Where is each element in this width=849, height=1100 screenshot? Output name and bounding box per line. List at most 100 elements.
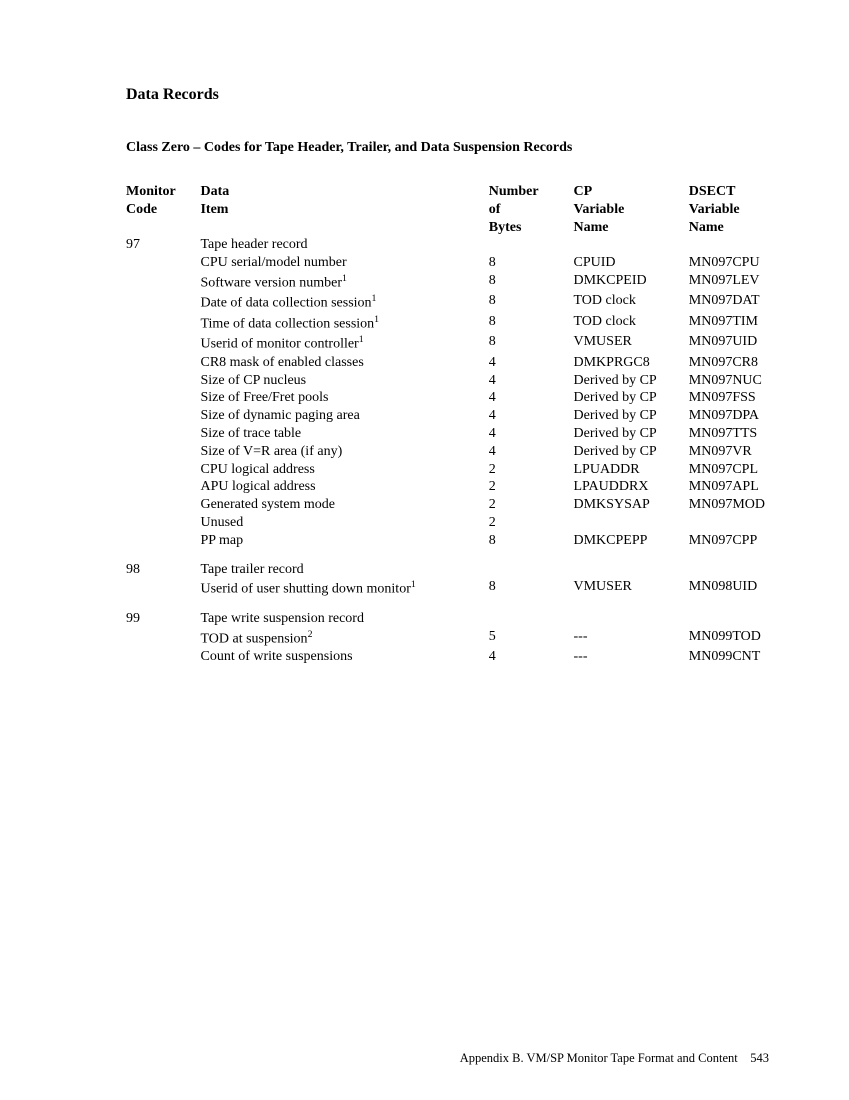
cell-dsect-variable: MN099CNT	[689, 649, 769, 667]
table-row: Unused2	[126, 515, 769, 533]
cell-bytes: 4	[489, 355, 574, 373]
table-row: Date of data collection session18TOD clo…	[126, 293, 769, 313]
cell-monitor-code	[126, 479, 200, 497]
cell-monitor-code	[126, 390, 200, 408]
cell-data-item: Tape trailer record	[200, 562, 488, 580]
subsection-title: Class Zero – Codes for Tape Header, Trai…	[126, 140, 769, 156]
cell-data-item: Userid of user shutting down monitor1	[200, 579, 488, 599]
cell-monitor-code: 97	[126, 237, 200, 255]
group-gap	[126, 600, 769, 611]
cell-bytes: 8	[489, 255, 574, 273]
cell-data-item: Generated system mode	[200, 497, 488, 515]
page-footer: Appendix B. VM/SP Monitor Tape Format an…	[460, 1051, 769, 1066]
cell-bytes	[489, 237, 574, 255]
cell-bytes: 2	[489, 462, 574, 480]
cell-bytes	[489, 611, 574, 629]
cell-dsect-variable: MN097FSS	[689, 390, 769, 408]
cell-data-item: Software version number1	[200, 273, 488, 293]
cell-monitor-code	[126, 334, 200, 354]
cell-bytes: 4	[489, 649, 574, 667]
table-row: TOD at suspension25---MN099TOD	[126, 629, 769, 649]
cell-data-item: Userid of monitor controller1	[200, 334, 488, 354]
cell-data-item: Size of Free/Fret pools	[200, 390, 488, 408]
cell-bytes: 4	[489, 408, 574, 426]
table-row: Size of V=R area (if any)4Derived by CPM…	[126, 444, 769, 462]
cell-monitor-code	[126, 373, 200, 391]
cell-dsect-variable: MN097NUC	[689, 373, 769, 391]
cell-monitor-code	[126, 497, 200, 515]
cell-data-item: Size of dynamic paging area	[200, 408, 488, 426]
cell-monitor-code	[126, 426, 200, 444]
cell-dsect-variable: MN099TOD	[689, 629, 769, 649]
cell-dsect-variable	[689, 237, 769, 255]
table-header-row: BytesNameName	[126, 220, 769, 238]
cell-monitor-code	[126, 579, 200, 599]
table-row: Size of trace table4Derived by CPMN097TT…	[126, 426, 769, 444]
cell-data-item: Size of CP nucleus	[200, 373, 488, 391]
cell-monitor-code: 98	[126, 562, 200, 580]
cell-monitor-code	[126, 649, 200, 667]
cell-cp-variable: DMKCPEID	[574, 273, 689, 293]
cell-data-item: Count of write suspensions	[200, 649, 488, 667]
cell-dsect-variable: MN097MOD	[689, 497, 769, 515]
cell-cp-variable	[574, 515, 689, 533]
cell-monitor-code	[126, 273, 200, 293]
cell-cp-variable	[574, 611, 689, 629]
footer-page-number: 543	[750, 1051, 769, 1065]
cell-bytes: 4	[489, 373, 574, 391]
cell-dsect-variable: MN097DAT	[689, 293, 769, 313]
table-row: Userid of user shutting down monitor18VM…	[126, 579, 769, 599]
cell-cp-variable	[574, 562, 689, 580]
cell-data-item: APU logical address	[200, 479, 488, 497]
cell-dsect-variable: MN097TTS	[689, 426, 769, 444]
cell-monitor-code	[126, 408, 200, 426]
cell-bytes: 8	[489, 334, 574, 354]
cell-monitor-code: 99	[126, 611, 200, 629]
cell-dsect-variable: MN097CR8	[689, 355, 769, 373]
table-row: CPU logical address2LPUADDRMN097CPL	[126, 462, 769, 480]
cell-bytes: 4	[489, 426, 574, 444]
cell-monitor-code	[126, 355, 200, 373]
cell-bytes: 8	[489, 533, 574, 551]
cell-cp-variable: DMKPRGC8	[574, 355, 689, 373]
cell-dsect-variable: MN097UID	[689, 334, 769, 354]
cell-monitor-code	[126, 629, 200, 649]
cell-dsect-variable	[689, 515, 769, 533]
data-table: MonitorDataNumberCPDSECTCodeItemofVariab…	[126, 184, 769, 667]
cell-cp-variable: ---	[574, 629, 689, 649]
section-title: Data Records	[126, 86, 769, 104]
table-row: PP map8DMKCPEPPMN097CPP	[126, 533, 769, 551]
cell-dsect-variable: MN097CPP	[689, 533, 769, 551]
cell-bytes: 8	[489, 314, 574, 334]
cell-bytes: 2	[489, 479, 574, 497]
cell-data-item: Tape header record	[200, 237, 488, 255]
table-row: 97Tape header record	[126, 237, 769, 255]
cell-dsect-variable: MN097CPL	[689, 462, 769, 480]
cell-monitor-code	[126, 314, 200, 334]
cell-cp-variable: TOD clock	[574, 293, 689, 313]
cell-data-item: Size of trace table	[200, 426, 488, 444]
cell-dsect-variable	[689, 611, 769, 629]
cell-data-item: CPU logical address	[200, 462, 488, 480]
cell-cp-variable: DMKCPEPP	[574, 533, 689, 551]
cell-cp-variable: Derived by CP	[574, 426, 689, 444]
table-row: Size of Free/Fret pools4Derived by CPMN0…	[126, 390, 769, 408]
cell-cp-variable: TOD clock	[574, 314, 689, 334]
cell-dsect-variable: MN097CPU	[689, 255, 769, 273]
cell-data-item: Tape write suspension record	[200, 611, 488, 629]
cell-cp-variable: VMUSER	[574, 579, 689, 599]
table-row: Size of dynamic paging area4Derived by C…	[126, 408, 769, 426]
table-row: CPU serial/model number8CPUIDMN097CPU	[126, 255, 769, 273]
cell-data-item: Date of data collection session1	[200, 293, 488, 313]
cell-dsect-variable: MN097TIM	[689, 314, 769, 334]
cell-cp-variable: CPUID	[574, 255, 689, 273]
cell-cp-variable: Derived by CP	[574, 390, 689, 408]
table-row: Userid of monitor controller18VMUSERMN09…	[126, 334, 769, 354]
cell-data-item: PP map	[200, 533, 488, 551]
cell-bytes: 4	[489, 390, 574, 408]
cell-cp-variable: ---	[574, 649, 689, 667]
table-row: Time of data collection session18TOD clo…	[126, 314, 769, 334]
cell-monitor-code	[126, 533, 200, 551]
cell-monitor-code	[126, 444, 200, 462]
cell-monitor-code	[126, 255, 200, 273]
